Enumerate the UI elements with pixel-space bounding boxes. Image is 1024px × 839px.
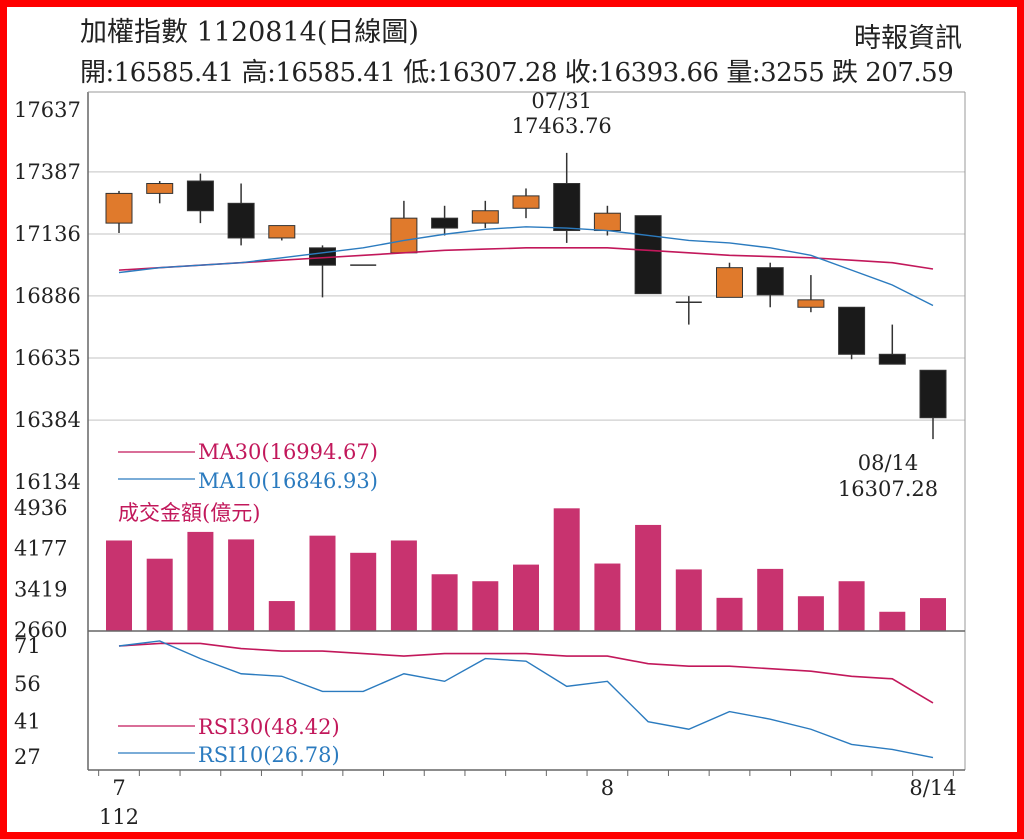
y-tick-label: 17637 — [14, 98, 81, 122]
grid-lines — [88, 171, 965, 421]
y-tick-label: 17136 — [14, 222, 81, 246]
ma10-legend-label: MA10(16846.93) — [198, 469, 378, 493]
candle-body — [471, 210, 499, 224]
volume-bar — [716, 597, 743, 631]
volume-bar — [797, 596, 824, 631]
volume-bar — [146, 558, 173, 631]
rsi10-line — [118, 640, 934, 759]
volume-bar — [106, 540, 132, 631]
x-tick-label: 112 — [99, 805, 139, 829]
volume-bar — [553, 508, 580, 631]
y-tick-label: 3419 — [14, 577, 67, 601]
y-tick-label: 56 — [14, 672, 41, 696]
candlesticks — [105, 152, 947, 440]
volume-bar — [635, 524, 662, 631]
y-tick-label: 16635 — [14, 346, 81, 370]
candle-body — [919, 369, 947, 419]
candle-body — [634, 215, 662, 295]
volume-bar — [838, 581, 865, 631]
y-tick-label: 71 — [14, 634, 41, 658]
rsi30-line — [118, 642, 934, 704]
high-annotation-value: 17463.76 — [512, 114, 612, 138]
volume-bar — [309, 535, 336, 631]
volume-bar — [472, 581, 499, 631]
y-tick-label: 41 — [14, 710, 41, 734]
volume-bar — [675, 569, 702, 631]
candle-body — [105, 192, 133, 224]
ma10-line — [118, 226, 934, 307]
volume-bar — [187, 531, 214, 631]
candle-body — [431, 217, 459, 229]
candle-body — [756, 267, 784, 296]
ma30-line — [118, 247, 934, 271]
rsi-lines — [118, 640, 934, 759]
y-tick-label: 16886 — [14, 284, 81, 308]
candle-body — [716, 267, 743, 298]
volume-bar — [920, 598, 946, 631]
x-tick-label: 8 — [601, 776, 614, 800]
legends: MA30(16994.67) MA10(16846.93) 成交金額(億元) RSI3… — [118, 440, 378, 767]
candle-body — [146, 183, 174, 194]
candle-body — [838, 306, 866, 355]
candle-body — [390, 217, 418, 254]
volume-bar — [228, 539, 255, 631]
ohlc-stats: 開:16585.41 高:16585.41 低:16307.28 收:16393… — [80, 58, 954, 88]
x-tick-label: 8/14 — [909, 776, 956, 800]
high-annotation-date: 07/31 — [531, 89, 592, 113]
volume-bar — [268, 601, 295, 631]
volume-legend-label: 成交金額(億元) — [118, 501, 260, 525]
candle-body — [553, 183, 581, 232]
candle-body — [227, 202, 255, 239]
volume-bar — [513, 564, 539, 631]
volume-bar — [879, 611, 906, 631]
volume-bar — [594, 563, 621, 631]
ma30-legend-label: MA30(16994.67) — [198, 440, 378, 464]
y-tick-label: 27 — [14, 745, 41, 769]
data-source: 時報資訊 — [854, 23, 962, 54]
candle-body — [593, 212, 621, 232]
y-tick-label: 4177 — [14, 537, 67, 561]
volume-bar — [390, 540, 417, 631]
candle-body — [268, 225, 296, 239]
y-tick-label: 16134 — [14, 470, 81, 494]
rsi10-legend-label: RSI10(26.78) — [198, 743, 340, 767]
y-tick-label: 4936 — [14, 496, 67, 520]
candle-body — [878, 353, 906, 365]
panel-frames — [87, 91, 966, 776]
volume-bars — [106, 508, 946, 631]
x-tick-label: 7 — [112, 776, 125, 800]
x-tick-labels: 7 112 8 8/14 — [99, 776, 957, 829]
chart-title: 加權指數 1120814(日線圖) — [80, 17, 419, 48]
candle-body — [512, 195, 540, 209]
candle-body — [797, 299, 825, 308]
low-annotation-value: 16307.28 — [838, 477, 938, 501]
volume-bar — [350, 552, 377, 631]
candle-body — [186, 180, 214, 212]
volume-bar — [431, 574, 458, 631]
volume-bar — [757, 568, 784, 631]
y-tick-label: 16384 — [14, 408, 81, 432]
rsi30-legend-label: RSI30(48.42) — [198, 715, 340, 739]
moving-average-lines — [118, 226, 934, 307]
low-annotation-date: 08/14 — [858, 451, 919, 475]
y-tick-label: 17387 — [14, 160, 81, 184]
y-tick-label: 2660 — [14, 618, 67, 642]
